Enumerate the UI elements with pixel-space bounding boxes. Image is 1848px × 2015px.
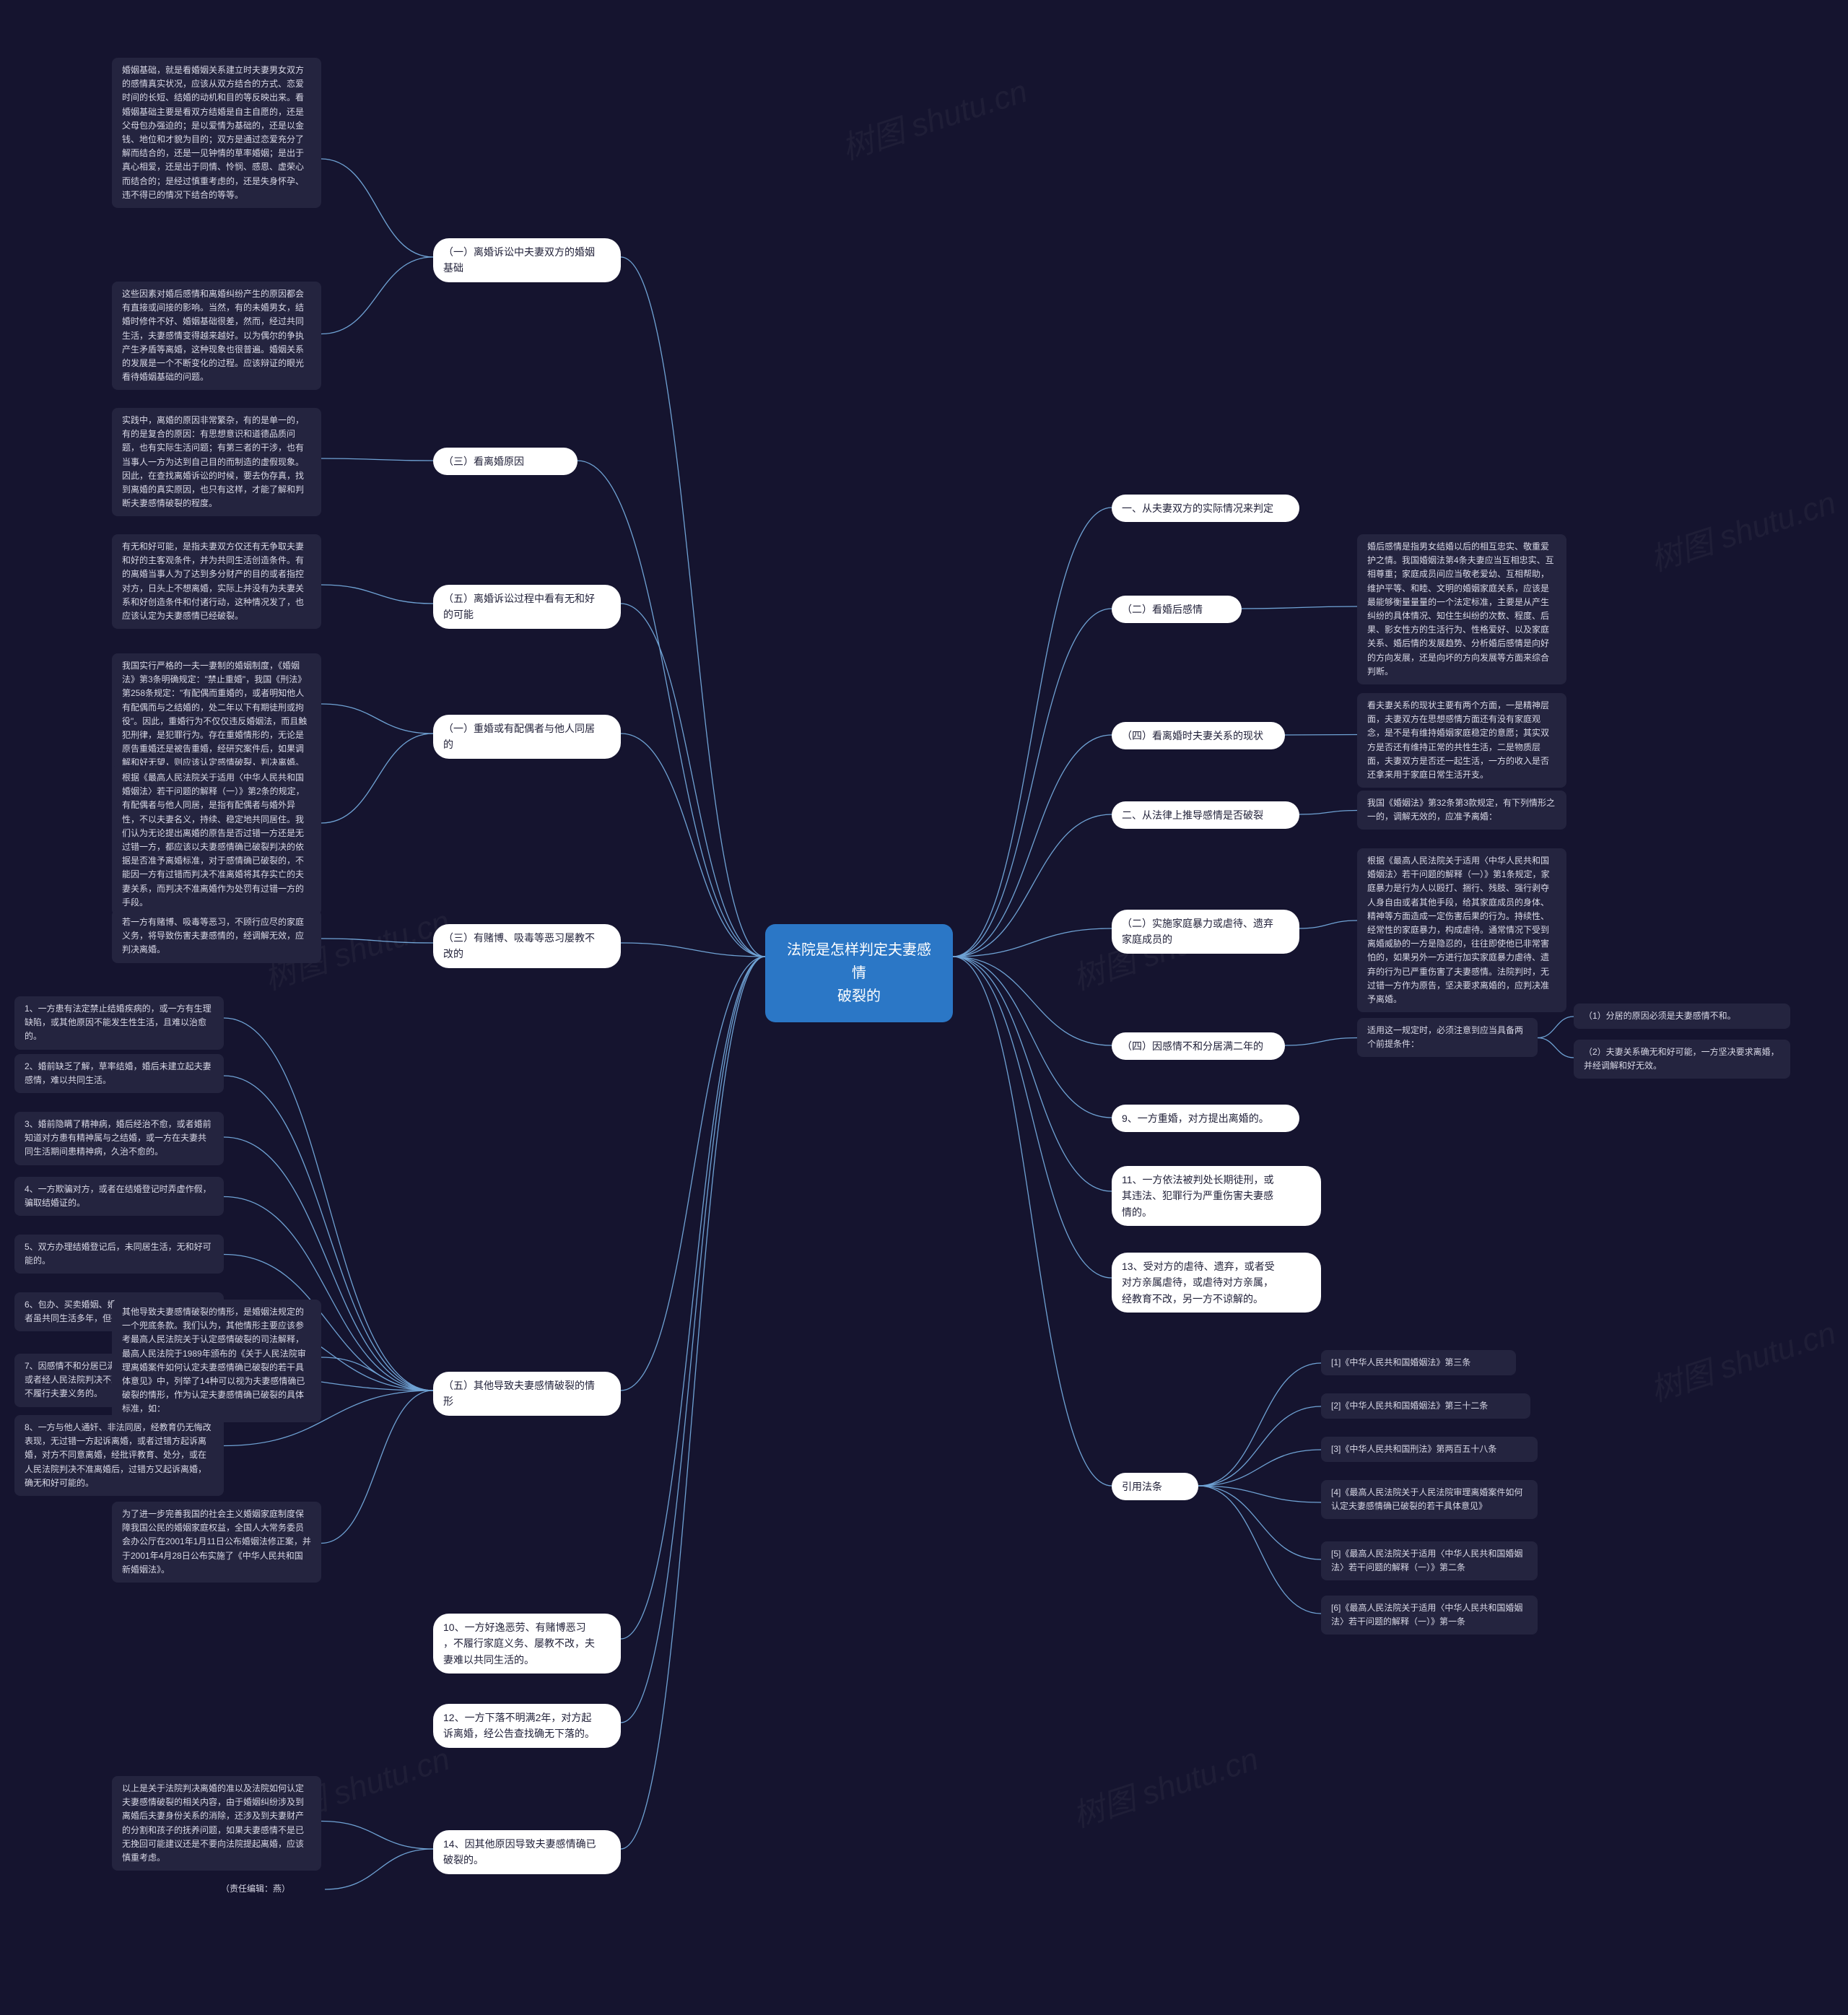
leaf-node: 这些因素对婚后感情和离婚纠纷产生的原因都会有直接或间接的影响。当然，有的未婚男女… <box>112 282 321 390</box>
branch-node[interactable]: （二）看婚后感情 <box>1112 596 1242 623</box>
edge <box>621 957 765 1723</box>
leaf-node: 婚后感情是指男女结婚以后的相互忠实、敬重爱护之情。我国婚姻法第4条夫妻应当互相忠… <box>1357 534 1566 684</box>
edge <box>321 585 433 604</box>
leaf-node: 看夫妻关系的现状主要有两个方面，一是精神层面，夫妻双方在思想感情方面还有没有家庭… <box>1357 693 1566 788</box>
edge <box>1198 1486 1321 1614</box>
edge <box>621 604 765 957</box>
mindmap-canvas: 树图 shutu.cn 树图 shutu.cn 树图 shutu.cn 树图 shut… <box>0 0 1848 2015</box>
branch-node[interactable]: （一）离婚诉讼中夫妻双方的婚姻 基础 <box>433 238 621 282</box>
edge <box>1198 1486 1321 1559</box>
edge <box>1299 811 1357 815</box>
branch-node[interactable]: （二）实施家庭暴力或虐待、遗弃 家庭成员的 <box>1112 910 1299 954</box>
edge <box>1198 1406 1321 1486</box>
leaf-node: 以上是关于法院判决离婚的准以及法院如何认定夫妻感情破裂的相关内容，由于婚姻纠纷涉… <box>112 1776 321 1871</box>
edge <box>953 814 1112 957</box>
branch-node[interactable]: 12、一方下落不明满2年，对方起 诉离婚，经公告查找确无下落的。 <box>433 1704 621 1748</box>
root-topic[interactable]: 法院是怎样判定夫妻感情 破裂的 <box>765 924 953 1022</box>
branch-node[interactable]: 9、一方重婚，对方提出离婚的。 <box>1112 1105 1299 1132</box>
leaf-node: （2）夫妻关系确无和好可能，一方坚决要求离婚，并经调解和好无效。 <box>1574 1040 1790 1079</box>
leaf-node: 适用这一规定时，必须注意到应当具备两个前提条件： <box>1357 1018 1538 1057</box>
leaf-node: 我国实行严格的一夫一妻制的婚姻制度，《婚姻法》第3条明确规定："禁止重婚"，我国… <box>112 653 321 776</box>
branch-node[interactable]: 11、一方依法被判处长期徒刑，或 其违法、犯罪行为严重伤害夫妻感 情的。 <box>1112 1166 1321 1226</box>
edge <box>953 735 1112 957</box>
edge <box>321 159 433 257</box>
edge <box>1538 1017 1574 1038</box>
branch-node[interactable]: （四）因感情不和分居满二年的 <box>1112 1032 1285 1060</box>
branch-node[interactable]: （五）离婚诉讼过程中看有无和好 的可能 <box>433 585 621 629</box>
leaf-node: [6]《最高人民法院关于适用〈中华人民共和国婚姻法〉若干问题的解释（一）》第一条 <box>1321 1596 1538 1635</box>
edge <box>621 957 765 1849</box>
leaf-node: 为了进一步完善我国的社会主义婚姻家庭制度保障我国公民的婚姻家庭权益，全国人大常务… <box>112 1502 321 1583</box>
edge <box>321 939 433 943</box>
branch-node[interactable]: （三）有赌博、吸毒等恶习屡教不 改的 <box>433 924 621 968</box>
edge <box>1299 921 1357 928</box>
edge <box>321 1391 433 1544</box>
branch-node[interactable]: （五）其他导致夫妻感情破裂的情 形 <box>433 1372 621 1416</box>
leaf-node: 我国《婚姻法》第32条第3款规定，有下列情形之一的，调解无效的，应准予离婚： <box>1357 791 1566 830</box>
edge <box>621 734 765 957</box>
leaf-node: （责任编辑：燕） <box>217 1881 325 1897</box>
edge <box>321 257 433 334</box>
watermark: 树图 shutu.cn <box>1644 476 1841 580</box>
leaf-node: 5、双方办理结婚登记后，未同居生活，无和好可能的。 <box>14 1235 224 1274</box>
leaf-node: 3、婚前隐瞒了精神病，婚后经治不愈，或者婚前知道对方患有精神属与之结婚，或一方在… <box>14 1112 224 1165</box>
edge <box>321 458 433 461</box>
edge <box>621 957 765 1639</box>
edge <box>953 928 1112 957</box>
branch-node[interactable]: 引用法条 <box>1112 1473 1198 1500</box>
leaf-node: 有无和好可能，是指夫妻双方仅还有无争取夫妻和好的主客观条件，并为共同生活创造条件… <box>112 534 321 629</box>
leaf-node: 若一方有赌博、吸毒等恶习，不顾行应尽的家庭义务，将导致伤害夫妻感情的，经调解无效… <box>112 910 321 963</box>
leaf-node: 婚姻基础，就是看婚姻关系建立时夫妻男女双方的感情真实状况，应该从双方结合的方式、… <box>112 58 321 208</box>
leaf-node: [4]《最高人民法院关于人民法院审理离婚案件如何认定夫妻感情确已破裂的若干具体意… <box>1321 1480 1538 1519</box>
leaf-node: [1]《中华人民共和国婚姻法》第三条 <box>1321 1350 1516 1375</box>
branch-node[interactable]: 14、因其他原因导致夫妻感情确已 破裂的。 <box>433 1830 621 1874</box>
edge <box>1198 1486 1321 1502</box>
edge <box>953 508 1112 957</box>
edge <box>1242 606 1357 609</box>
leaf-node: （1）分居的原因必须是夫妻感情不和。 <box>1574 1004 1790 1029</box>
edge <box>1285 735 1357 736</box>
edge <box>953 957 1112 1045</box>
edge <box>953 957 1112 1278</box>
edge <box>1285 1038 1357 1046</box>
edge <box>321 1357 433 1391</box>
branch-node[interactable]: （三）看离婚原因 <box>433 448 578 475</box>
watermark: 树图 shutu.cn <box>1066 1733 1263 1836</box>
branch-node[interactable]: 二、从法律上推导感情是否破裂 <box>1112 801 1299 829</box>
branch-node[interactable]: 一、从夫妻双方的实际情况来判定 <box>1112 495 1299 522</box>
edge <box>1198 1363 1321 1486</box>
edge <box>953 957 1112 1486</box>
branch-node[interactable]: 13、受对方的虐待、遗弃，或者受 对方亲属虐待，或虐待对方亲属， 经教育不改，另… <box>1112 1253 1321 1313</box>
edge <box>953 957 1112 1118</box>
leaf-node: 根据《最高人民法院关于适用〈中华人民共和国婚姻法〉若干问题的解释（一）》第1条规… <box>1357 848 1566 1012</box>
watermark: 树图 shutu.cn <box>1644 1307 1841 1410</box>
edge <box>621 257 765 957</box>
edge <box>1198 1450 1321 1486</box>
edge <box>1538 1038 1574 1058</box>
leaf-node: 4、一方欺骗对方，或者在结婚登记时弄虚作假，骗取结婚证的。 <box>14 1177 224 1216</box>
leaf-node: 实践中，离婚的原因非常繁杂，有的是单一的，有的是复合的原因：有思想意识和道德品质… <box>112 408 321 516</box>
leaf-node: 其他导致夫妻感情破裂的情形，是婚姻法规定的一个兜底条款。我们认为，其他情形主要应… <box>112 1300 321 1422</box>
branch-node[interactable]: 10、一方好逸恶劳、有赌博恶习 ，不履行家庭义务、屡教不改，夫 妻难以共同生活的… <box>433 1614 621 1674</box>
leaf-node: 根据《最高人民法院关于适用〈中华人民共和国婚姻法〉若干问题的解释（一）》第2条的… <box>112 765 321 915</box>
edge <box>953 957 1112 1191</box>
leaf-node: [2]《中华人民共和国婚姻法》第三十二条 <box>1321 1393 1530 1419</box>
leaf-node: 8、一方与他人通奸、非法同居，经教育仍无悔改表现，无过错一方起诉离婚，或者过错方… <box>14 1415 224 1496</box>
branch-node[interactable]: （四）看离婚时夫妻关系的现状 <box>1112 722 1285 749</box>
edge <box>621 943 765 957</box>
edge <box>953 609 1112 957</box>
leaf-node: [3]《中华人民共和国刑法》第两百五十八条 <box>1321 1437 1538 1462</box>
edge <box>321 734 433 823</box>
edge <box>621 957 765 1391</box>
edge <box>325 1849 433 1889</box>
leaf-node: 1、一方患有法定禁止结婚疾病的，或一方有生理缺陷，或其他原因不能发生性生活，且难… <box>14 996 224 1050</box>
edge <box>321 704 433 734</box>
leaf-node: [5]《最高人民法院关于适用〈中华人民共和国婚姻法〉若干问题的解释（一）》第二条 <box>1321 1541 1538 1580</box>
watermark: 树图 shutu.cn <box>835 65 1032 168</box>
edge <box>578 461 765 957</box>
branch-node[interactable]: （一）重婚或有配偶者与他人同居 的 <box>433 715 621 759</box>
leaf-node: 2、婚前缺乏了解，草率结婚，婚后未建立起夫妻感情，难以共同生活。 <box>14 1054 224 1093</box>
edge <box>321 1822 433 1850</box>
